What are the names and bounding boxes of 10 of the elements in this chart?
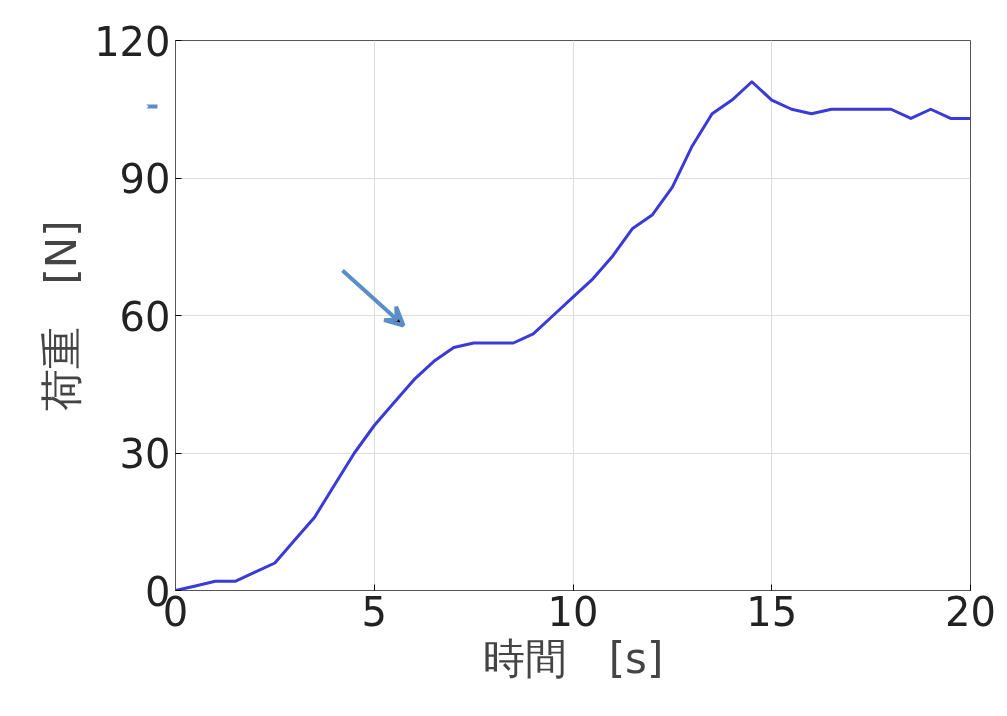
y-axis-title: 荷重 [N]: [37, 220, 87, 411]
y-tick-label: 120: [94, 18, 171, 65]
x-tick-label: 10: [547, 588, 599, 635]
y-tick-label: 30: [119, 431, 171, 477]
x-axis-title: 時間 [s]: [482, 633, 664, 683]
y-tick-label: 60: [119, 293, 171, 340]
x-tick-label: 20: [945, 588, 996, 635]
y-tick-label: 90: [119, 156, 171, 202]
x-tick-label: 15: [746, 588, 798, 635]
x-tick-label: 5: [361, 588, 387, 635]
